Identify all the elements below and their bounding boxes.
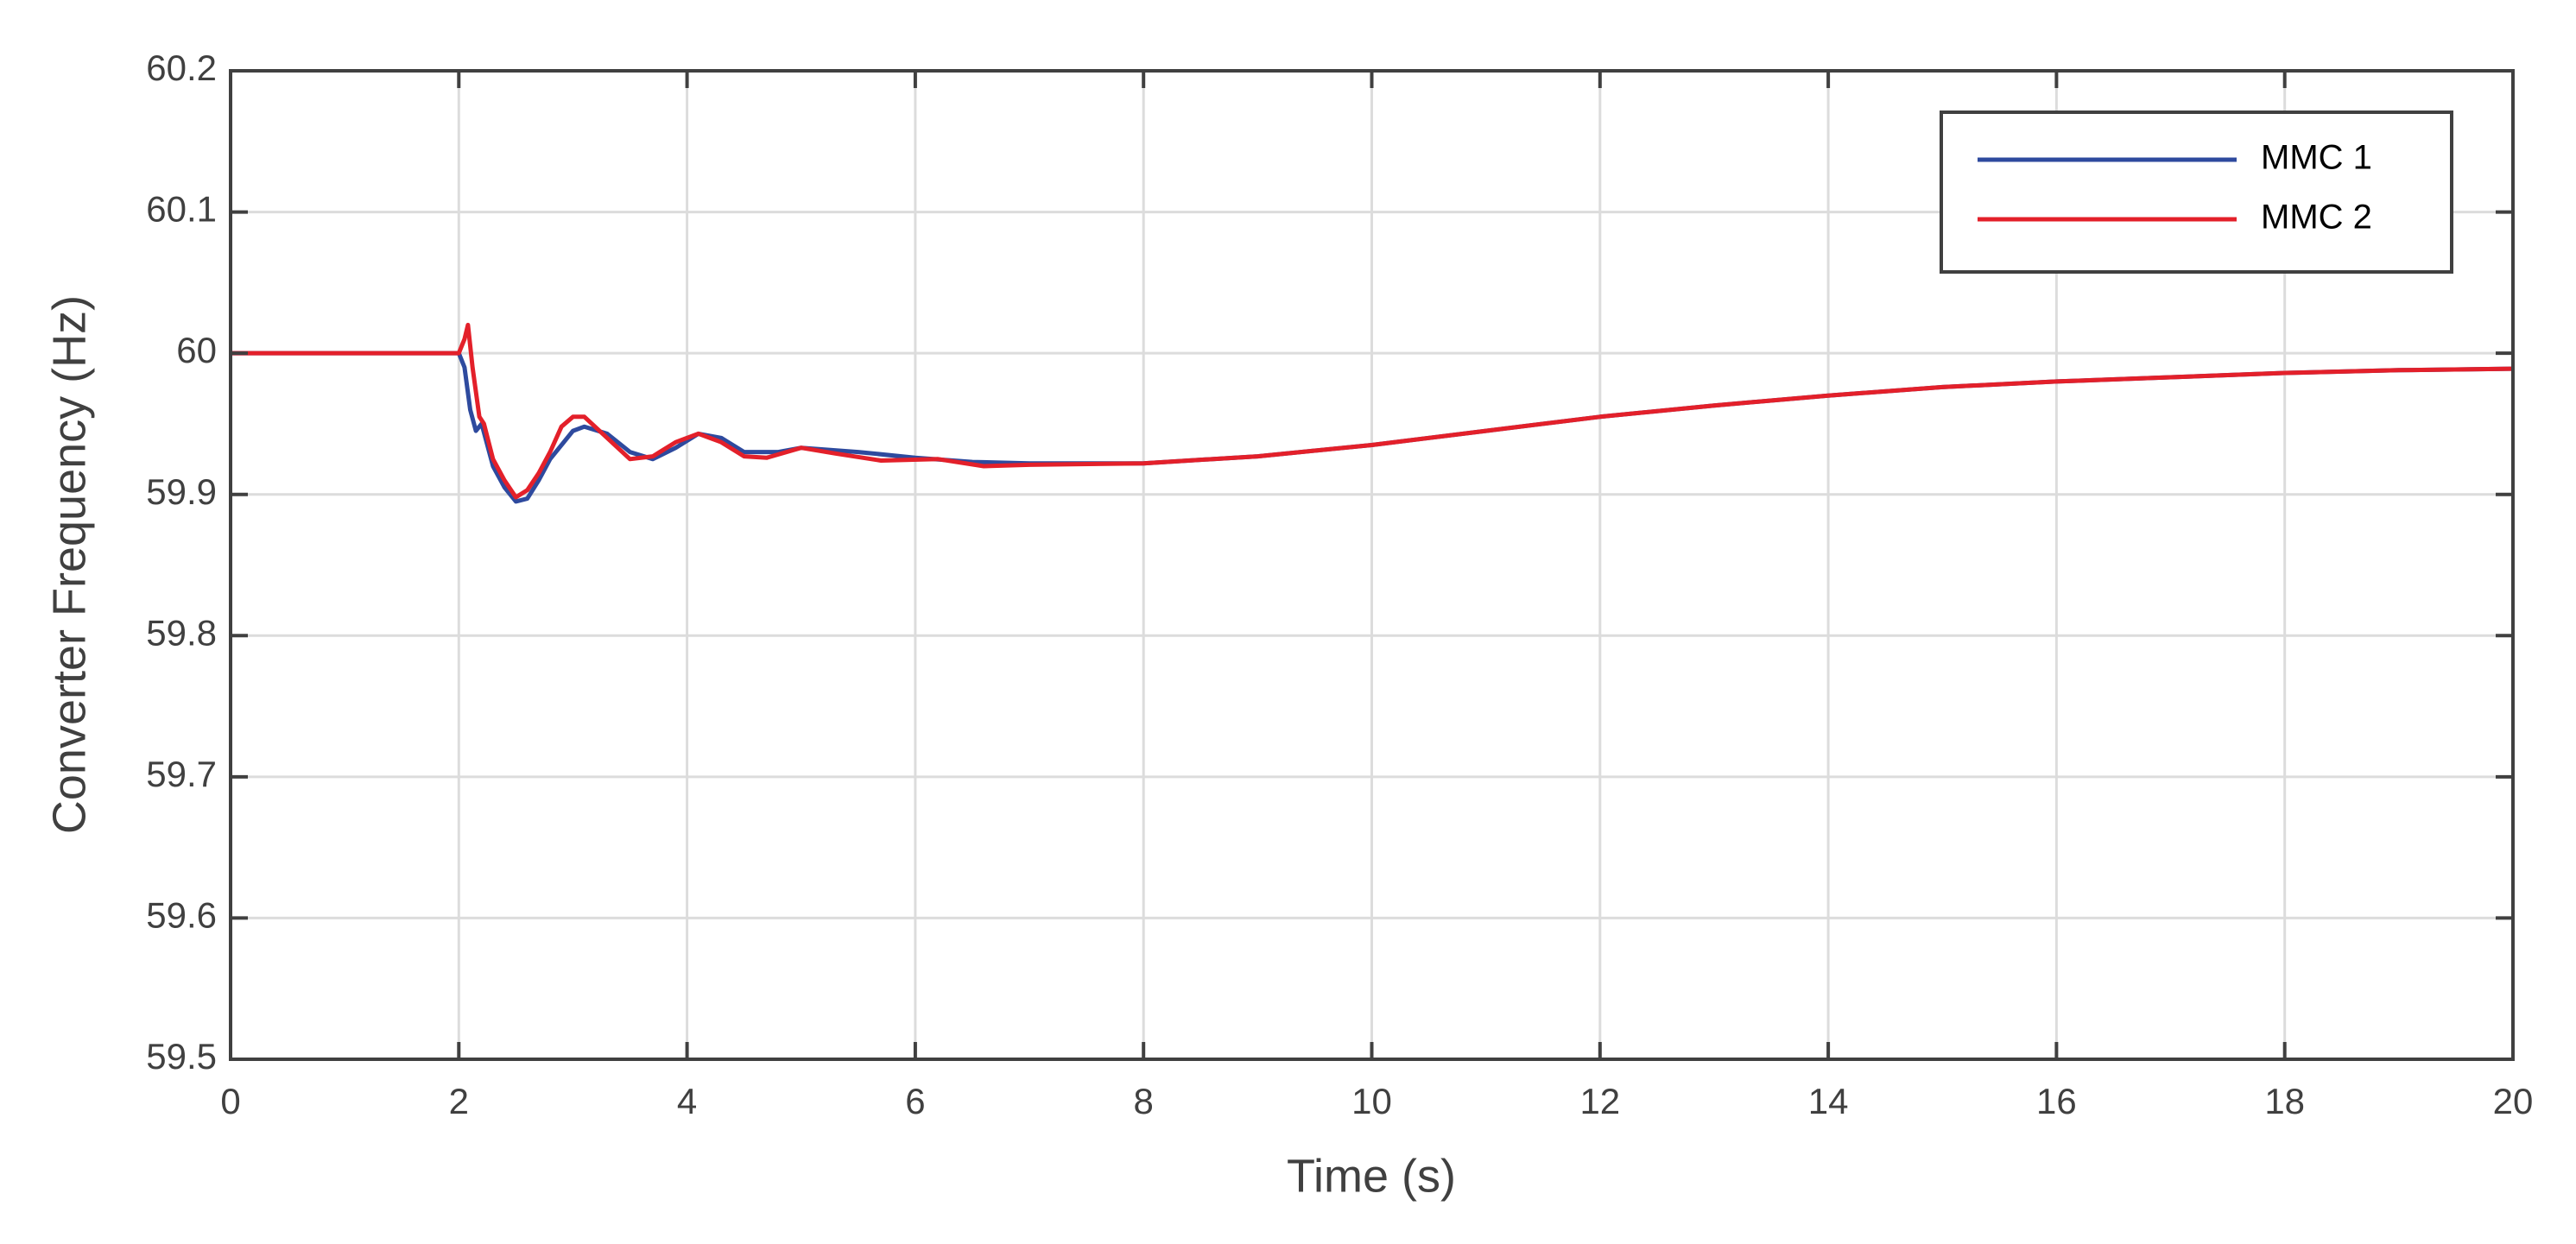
legend-label: MMC 2 [2261, 199, 2372, 237]
legend-label: MMC 1 [2261, 139, 2372, 177]
x-tick-label: 4 [677, 1081, 697, 1121]
y-tick-label: 59.8 [146, 612, 217, 653]
x-tick-label: 16 [2036, 1081, 2077, 1121]
legend-box [1940, 111, 2453, 274]
y-tick-label: 60.2 [146, 47, 217, 88]
x-axis-label: Time (s) [1287, 1150, 1456, 1202]
y-tick-label: 60 [176, 330, 217, 370]
y-tick-label: 59.7 [146, 754, 217, 794]
y-tick-label: 59.5 [146, 1036, 217, 1077]
x-tick-label: 10 [1351, 1081, 1392, 1121]
x-tick-label: 6 [905, 1081, 925, 1121]
x-tick-label: 18 [2264, 1081, 2305, 1121]
x-tick-label: 12 [1579, 1081, 1620, 1121]
x-tick-label: 8 [1134, 1081, 1154, 1121]
plot-lines [231, 322, 2514, 504]
series-line [231, 322, 2514, 500]
y-tick-label: 60.1 [146, 189, 217, 230]
x-tick-label: 14 [1808, 1081, 1849, 1121]
x-tick-label: 2 [449, 1081, 469, 1121]
y-axis-label: Converter Frequency (Hz) [43, 295, 95, 834]
legend: MMC 1 MMC 2 [1940, 111, 2453, 274]
x-tick-label: 20 [2493, 1081, 2534, 1121]
y-tick-label: 59.6 [146, 895, 217, 936]
x-tick-label: 0 [220, 1081, 240, 1121]
ticks: 0 2 4 6 8 10 12 14 16 18 20 59.5 59.6 59.7 59.8 59.9 60 6… [146, 47, 2533, 1121]
y-tick-label: 59.9 [146, 471, 217, 512]
